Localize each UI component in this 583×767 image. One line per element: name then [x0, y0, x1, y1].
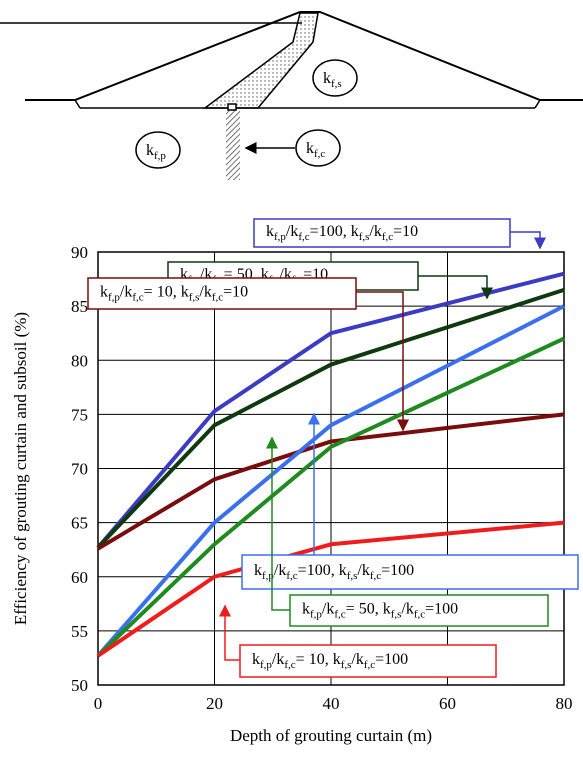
subscript: f,p: [310, 609, 322, 621]
text-part: k: [100, 284, 108, 301]
subscript: f,c: [364, 659, 375, 671]
x-axis-label: Depth of grouting curtain (m): [230, 726, 432, 745]
legend-entry: kf,p/kf,c= 10, kf,s/kf,c=10: [87, 277, 409, 432]
text-part: k: [254, 562, 262, 579]
text-part: =100, k: [310, 223, 359, 240]
text-part: /k: [274, 562, 286, 579]
series-line: [96, 271, 565, 549]
x-tick-label: 20: [206, 694, 223, 713]
series-line: [96, 287, 565, 549]
subscript: f,c: [284, 659, 295, 671]
y-tick-label: 85: [71, 297, 88, 316]
text-part: /k: [322, 601, 334, 618]
text-part: /k: [120, 284, 132, 301]
legend-label: kf,p/kf,c=100, kf,s/kf,c=10: [266, 223, 418, 243]
text-part: k: [146, 142, 154, 159]
legend-label: kf,p/kf,c=100, kf,s/kf,c=100: [254, 562, 414, 582]
legend-label: kf,p/kf,c= 50, kf,s/kf,c=100: [302, 601, 458, 621]
subscript: f,c: [382, 231, 393, 243]
text-part: /k: [357, 562, 369, 579]
text-part: k: [180, 266, 188, 283]
subscript: f,s: [391, 609, 402, 621]
subscript: f,c: [314, 148, 325, 160]
subscript: f,c: [370, 570, 381, 582]
y-tick-label: 90: [71, 243, 88, 262]
subscript: f,p: [154, 150, 166, 162]
x-tick-label: 80: [556, 694, 573, 713]
diagram-label: kf,p: [146, 142, 166, 162]
text-part: k: [252, 651, 260, 668]
chart: 50 55 60 65 70 75 80 85 90 0 20 40 60 80 Depth of grou…: [11, 218, 579, 745]
leader-arrow: [356, 291, 409, 432]
legend-box: [87, 277, 357, 310]
diagram-label: kf,c: [306, 140, 325, 160]
x-tick-label: 40: [323, 694, 340, 713]
leader-arrow: [510, 231, 546, 250]
subscript: f,s: [347, 570, 358, 582]
legend-box: [239, 644, 497, 678]
text-part: = 50, k: [346, 601, 391, 618]
y-tick-label: 70: [71, 460, 88, 479]
y-tick-label: 65: [71, 514, 88, 533]
subscript: f,p: [274, 231, 286, 243]
text-part: = 10, k: [296, 651, 341, 668]
subscript: f,c: [286, 570, 297, 582]
text-part: =100: [381, 562, 414, 579]
text-part: =10: [223, 284, 248, 301]
text-part: /k: [286, 223, 298, 240]
legend-entry: kf,p/kf,c= 50, kf,s/kf,c=100: [266, 436, 549, 627]
y-tick-label: 60: [71, 568, 88, 587]
text-part: /k: [401, 601, 413, 618]
subscript: f,c: [132, 292, 143, 304]
y-tick-label: 55: [71, 622, 88, 641]
subscript: f,s: [189, 292, 200, 304]
text-part: =100, k: [298, 562, 347, 579]
dam-diagram: [0, 11, 583, 180]
text-part: k: [323, 70, 331, 87]
y-tick-label: 50: [71, 676, 88, 695]
text-part: k: [266, 223, 274, 240]
subscript: f,p: [260, 659, 272, 671]
legend-label: kf,p/kf,c= 10, kf,s/kf,c=10: [100, 284, 248, 304]
legend-box: [289, 594, 549, 627]
text-part: =100: [375, 651, 408, 668]
subscript: f,c: [212, 292, 223, 304]
text-part: /k: [272, 651, 284, 668]
legend-box: [253, 218, 511, 248]
text-part: =10: [393, 223, 418, 240]
subscript: f,s: [331, 78, 342, 90]
legend-entry: kf,p/kf,c=100, kf,s/kf,c=10: [253, 218, 546, 250]
y-tick-label: 80: [71, 351, 88, 370]
text-part: /k: [199, 284, 211, 301]
y-axis-label: Efficiency of grouting curtain and subso…: [11, 312, 30, 625]
text-part: =100: [425, 601, 458, 618]
leader-arrow: [266, 436, 290, 611]
text-part: k: [306, 140, 314, 157]
plot-frame: [97, 251, 565, 686]
subscript: f,c: [334, 609, 345, 621]
diagram-label: kf,s: [323, 70, 342, 90]
subscript: f,c: [414, 609, 425, 621]
text-part: /k: [369, 223, 381, 240]
text-part: /k: [351, 651, 363, 668]
text-part: = 10, k: [144, 284, 189, 301]
subscript: f,s: [359, 231, 370, 243]
legend-entry: kf,p/kf,c= 10, kf,s/kf,c=100: [219, 604, 497, 678]
legend-box: [241, 554, 579, 590]
subscript: f,c: [298, 231, 309, 243]
legend-label: kf,p/kf,c= 10, kf,s/kf,c=100: [252, 651, 408, 671]
subscript: f,p: [108, 292, 120, 304]
x-tick-label: 0: [94, 694, 103, 713]
legend-entry: kf,p/kf,c=100, kf,s/kf,c=100: [241, 412, 579, 590]
diagram-labels: kf,skf,p kf,c: [146, 70, 342, 162]
text-part: k: [302, 601, 310, 618]
subscript: f,s: [341, 659, 352, 671]
x-tick-label: 60: [439, 694, 456, 713]
leader-arrow: [418, 275, 493, 300]
leader-arrow: [219, 604, 240, 661]
y-tick-label: 75: [71, 405, 88, 424]
